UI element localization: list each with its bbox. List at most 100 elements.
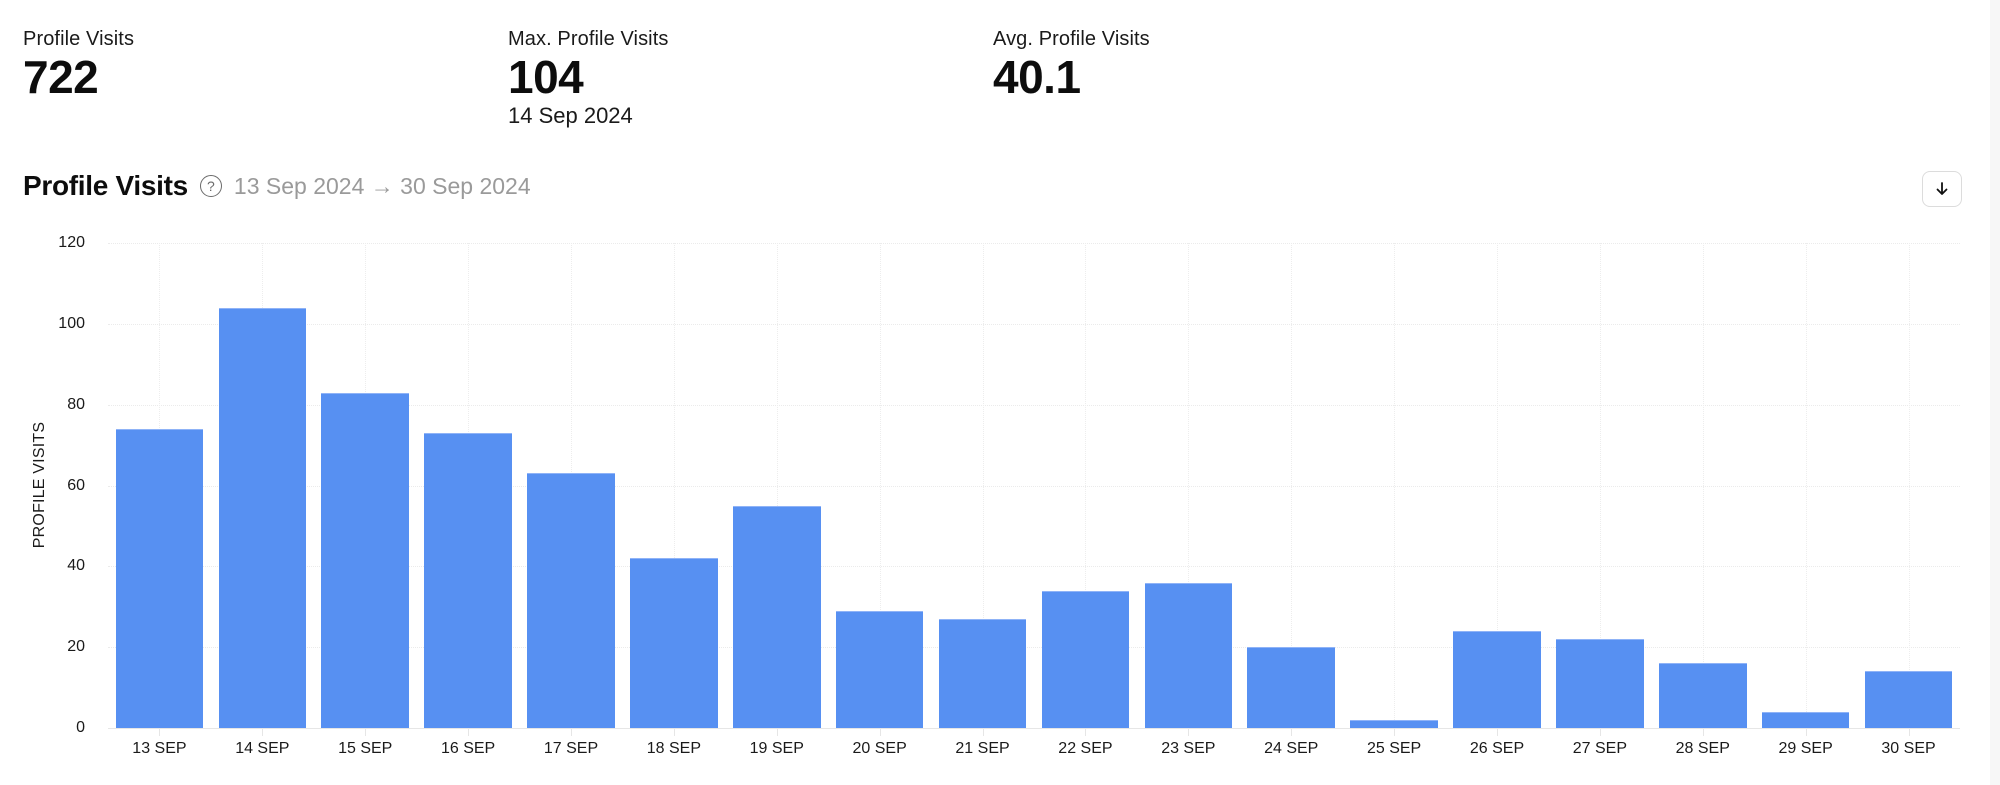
arrow-down-icon: [1936, 182, 1948, 195]
gridline-vertical: [776, 243, 778, 728]
bar-18-sep[interactable]: [630, 558, 718, 728]
x-tick-mark: [365, 728, 367, 736]
x-tick-label: 25 SEP: [1366, 740, 1422, 757]
x-tick-mark: [1085, 728, 1087, 736]
bar-17-sep[interactable]: [527, 473, 615, 728]
y-tick-label: 0: [76, 719, 85, 736]
gridline-vertical: [1805, 243, 1807, 728]
download-button[interactable]: [1922, 171, 1962, 207]
x-tick-label: 24 SEP: [1264, 740, 1319, 757]
y-tick-label: 60: [67, 476, 85, 494]
x-tick-mark: [1702, 728, 1704, 736]
gridline-vertical: [1702, 243, 1704, 728]
x-tick-mark: [1908, 728, 1910, 736]
stat-value: 104: [508, 51, 584, 103]
x-tick-label: 30 SEP: [1881, 740, 1936, 757]
date-range: 13 Sep 2024 → 30 Sep 2024: [233, 172, 531, 199]
x-tick-label: 16 SEP: [440, 740, 496, 757]
y-tick-label: 40: [67, 557, 85, 575]
x-tick-mark: [982, 728, 984, 736]
gridline-horizontal: [108, 566, 1960, 568]
x-tick-mark: [159, 728, 161, 736]
x-tick-mark: [1394, 728, 1396, 736]
gridline-vertical: [1599, 243, 1601, 728]
bar-20-sep[interactable]: [835, 610, 924, 728]
gridline-vertical: [1291, 243, 1293, 728]
x-tick-mark: [262, 728, 264, 736]
x-tick-mark: [776, 728, 778, 736]
gridline-vertical: [1085, 243, 1087, 728]
bar-19-sep[interactable]: [733, 505, 821, 728]
x-tick-mark: [673, 728, 675, 736]
x-tick-label: 18 SEP: [646, 740, 701, 757]
gridline-horizontal: [108, 485, 1960, 487]
x-tick-label: 28 SEP: [1675, 740, 1730, 757]
x-tick-label: 19 SEP: [749, 740, 804, 757]
gridline-vertical: [1188, 243, 1190, 728]
bar-29-sep[interactable]: [1761, 711, 1850, 728]
stat-value: 722: [23, 51, 99, 103]
y-tick-label: 20: [67, 638, 85, 656]
x-tick-label: 14 SEP: [235, 740, 290, 757]
gridline-horizontal: [108, 647, 1960, 649]
gridline-horizontal: [108, 243, 1960, 244]
gridline-vertical: [1497, 243, 1498, 728]
x-tick-mark: [1188, 728, 1190, 736]
gridline-vertical: [982, 243, 984, 728]
y-tick-label: 100: [58, 314, 85, 332]
stats-row: Profile Visits 722 Max. Profile Visits 1…: [23, 26, 1523, 136]
bar-23-sep[interactable]: [1144, 582, 1233, 728]
y-tick-label: 120: [58, 234, 85, 251]
stat-avg-visits: Avg. Profile Visits 40.1: [993, 26, 1150, 102]
stat-label: Max. Profile Visits: [508, 28, 669, 50]
bar-22-sep[interactable]: [1041, 590, 1130, 728]
x-tick-label: 20 SEP: [852, 740, 907, 757]
gridline-horizontal: [108, 323, 1960, 325]
bar-30-sep[interactable]: [1864, 671, 1953, 728]
stat-max-visits: Max. Profile Visits 104 14 Sep 2024: [508, 26, 668, 130]
x-tick-mark: [879, 728, 881, 736]
gridline-vertical: [879, 243, 881, 728]
x-tick-label: 23 SEP: [1161, 740, 1216, 757]
bar-24-sep[interactable]: [1247, 647, 1335, 728]
y-tick-label: 80: [67, 395, 85, 413]
bar-16-sep[interactable]: [424, 432, 512, 728]
chart-title: Profile Visits: [23, 170, 188, 201]
x-tick-label: 22 SEP: [1058, 740, 1113, 757]
x-tick-label: 15 SEP: [338, 740, 393, 757]
x-tick-mark: [571, 728, 572, 736]
x-tick-mark: [468, 728, 470, 736]
x-tick-label: 13 SEP: [132, 740, 187, 757]
x-tick-mark: [1291, 728, 1293, 736]
x-tick-label: 17 SEP: [543, 740, 599, 757]
bar-15-sep[interactable]: [321, 392, 409, 728]
x-tick-mark: [1599, 728, 1601, 736]
stat-label: Profile Visits: [23, 28, 135, 50]
stat-total-visits: Profile Visits 722: [23, 26, 134, 102]
bar-25-sep[interactable]: [1350, 719, 1438, 728]
bar-28-sep[interactable]: [1659, 663, 1747, 728]
x-tick-label: 26 SEP: [1469, 740, 1525, 757]
x-tick-label: 29 SEP: [1778, 740, 1833, 757]
gridline-vertical: [1908, 243, 1910, 728]
chart-header: Profile Visits ? 13 Sep 2024 → 30 Sep 20…: [23, 166, 531, 206]
stat-max-date: 14 Sep 2024: [508, 103, 633, 128]
x-tick-label: 27 SEP: [1572, 740, 1627, 757]
stat-value: 40.1: [993, 51, 1081, 103]
x-tick-mark: [1497, 728, 1498, 736]
bar-13-sep[interactable]: [115, 428, 204, 728]
help-icon[interactable]: ?: [199, 175, 222, 197]
bar-21-sep[interactable]: [938, 618, 1027, 728]
x-axis-line: [108, 728, 1960, 729]
gridline-vertical: [1394, 243, 1396, 728]
gridline-vertical: [673, 243, 675, 728]
gridline-horizontal: [108, 404, 1960, 406]
x-tick-mark: [1805, 728, 1807, 736]
bar-26-sep[interactable]: [1453, 631, 1541, 728]
page-edge-strip: [1990, 0, 2000, 785]
bar-27-sep[interactable]: [1556, 639, 1644, 728]
bar-14-sep[interactable]: [218, 307, 307, 728]
x-tick-label: 21 SEP: [955, 740, 1010, 757]
stat-label: Avg. Profile Visits: [993, 28, 1150, 50]
